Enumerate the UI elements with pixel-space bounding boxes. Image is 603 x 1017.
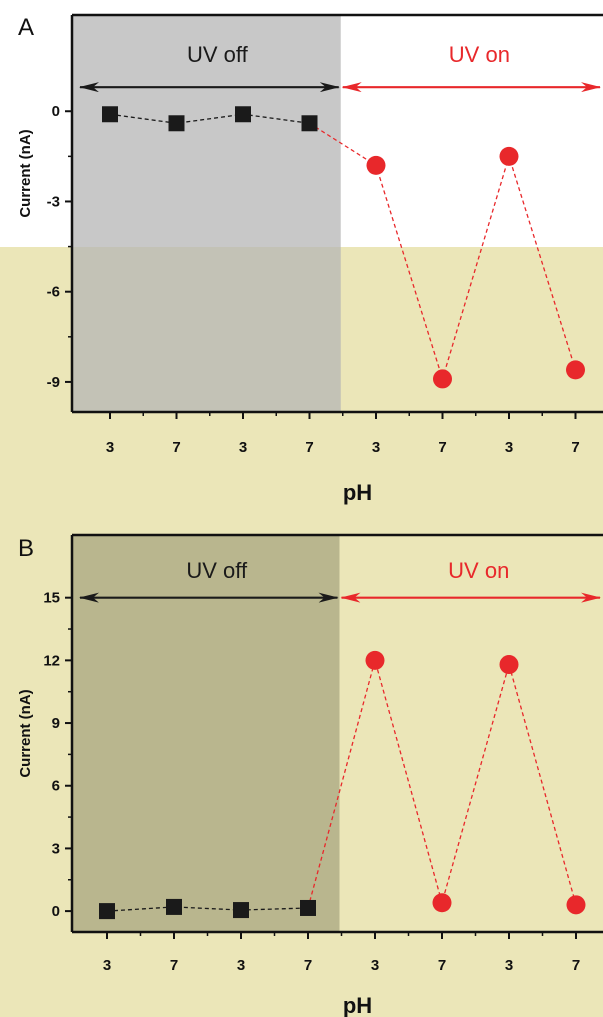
chart-panel-b: 0 3 6 9 12 15 3 7 3 7 3 7 3 7 pH Current (nA) B UV off UV … <box>17 533 603 1017</box>
y-axis-label: Current (nA) <box>17 129 34 217</box>
data-point-square <box>300 899 316 916</box>
data-point-circle <box>499 655 519 675</box>
x-tick-label: 3 <box>103 957 111 974</box>
x-tick-label: 3 <box>505 439 513 456</box>
uv-off-label: UV off <box>186 558 248 583</box>
x-tick-label: 3 <box>237 957 245 974</box>
data-point-square <box>168 115 185 132</box>
x-tick-label: 3 <box>239 439 247 456</box>
panel-label: B <box>18 535 34 562</box>
y-tick-label: 3 <box>52 840 60 857</box>
data-point-square <box>233 902 249 919</box>
data-point-circle <box>566 360 585 380</box>
y-axis-label: Current (nA) <box>17 689 34 777</box>
x-tick-label: 7 <box>305 439 313 456</box>
x-tick-label: 7 <box>170 957 178 974</box>
uv-on-label: UV on <box>449 42 510 67</box>
x-tick-label: 3 <box>505 957 513 974</box>
y-tick-label: 6 <box>52 778 60 795</box>
uv-off-label: UV off <box>187 42 249 67</box>
x-tick-label: 7 <box>304 957 312 974</box>
x-tick-label: 7 <box>438 957 446 974</box>
y-tick-label: -6 <box>47 284 60 301</box>
y-tick-label: 15 <box>43 590 60 607</box>
x-tick-label: 3 <box>371 957 379 974</box>
y-tick-label: 0 <box>52 903 60 920</box>
x-axis-label: pH <box>343 480 372 505</box>
data-point-circle <box>432 893 452 913</box>
chart-panel-a: 0 -3 -6 -9 3 7 3 7 3 7 3 7 pH Current (nA) A UV off UV o… <box>17 13 603 505</box>
x-tick-label: 3 <box>106 439 114 456</box>
x-tick-label: 7 <box>172 439 180 456</box>
x-axis-label: pH <box>343 993 372 1017</box>
x-tick-label: 7 <box>572 957 580 974</box>
data-point-square <box>301 115 318 132</box>
data-point-square <box>166 898 182 915</box>
uv-off-region <box>72 15 341 412</box>
x-tick-label: 7 <box>438 439 446 456</box>
y-tick-label: -9 <box>47 374 60 391</box>
x-tick-label: 3 <box>372 439 380 456</box>
y-tick-label: 0 <box>52 103 60 120</box>
data-point-circle <box>566 895 586 915</box>
data-point-square <box>99 903 115 920</box>
data-point-circle <box>365 650 385 670</box>
data-point-square <box>235 106 251 123</box>
y-tick-label: -3 <box>47 193 60 210</box>
y-tick-label: 12 <box>43 652 60 669</box>
uv-off-series-line <box>109 113 310 124</box>
uv-on-label: UV on <box>448 558 509 583</box>
panel-label: A <box>18 14 34 41</box>
data-point-circle <box>366 155 386 175</box>
x-tick-label: 7 <box>571 439 579 456</box>
data-point-circle <box>433 369 452 389</box>
uv-off-series-line <box>106 906 309 912</box>
uv-off-region <box>72 535 340 932</box>
y-tick-label: 9 <box>52 715 60 732</box>
data-point-square <box>102 106 118 123</box>
data-point-circle <box>499 146 519 166</box>
